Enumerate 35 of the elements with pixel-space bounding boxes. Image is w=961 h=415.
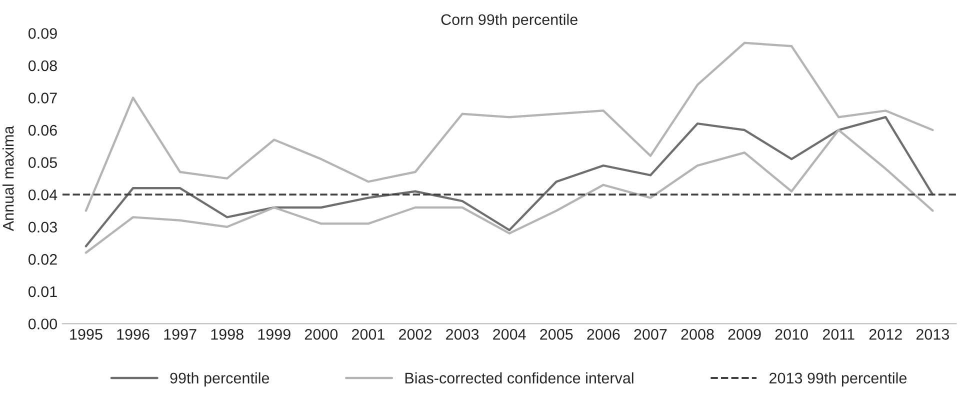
x-tick-label: 2010 xyxy=(775,328,808,340)
y-tick-label: 0.01 xyxy=(28,286,57,298)
y-tick-label: 0.08 xyxy=(28,60,57,72)
y-tick-label: 0.07 xyxy=(28,92,57,104)
x-tick-label: 2002 xyxy=(399,328,432,340)
chart-title: Corn 99th percentile xyxy=(441,14,578,28)
x-tick-label: 2011 xyxy=(822,328,854,340)
y-tick-label: 0.06 xyxy=(28,124,57,136)
legend-label: 99th percentile xyxy=(170,372,270,387)
x-tick-label: 2003 xyxy=(446,328,479,340)
y-tick-label: 0.00 xyxy=(28,318,58,330)
y-tick-label: 0.09 xyxy=(28,28,57,39)
x-tick-label: 2001 xyxy=(352,328,384,340)
y-axis-title: Annual maxima xyxy=(2,126,14,232)
y-tick-label: 0.02 xyxy=(28,254,57,265)
x-tick-label: 2012 xyxy=(869,328,902,340)
y-tick-label: 0.05 xyxy=(28,157,57,168)
x-tick-label: 1998 xyxy=(211,328,244,340)
x-tick-label: 2005 xyxy=(540,328,573,340)
y-tick-label: 0.04 xyxy=(28,189,58,200)
x-tick-label: 2006 xyxy=(587,328,620,340)
x-tick-label: 2007 xyxy=(634,328,667,340)
legend-label: Bias-corrected confidence interval xyxy=(405,372,634,384)
line-series xyxy=(84,42,934,212)
x-tick-label: 1995 xyxy=(70,328,102,340)
x-tick-label: 2009 xyxy=(728,328,761,340)
x-tick-label: 1996 xyxy=(117,328,150,340)
x-tick-label: 2000 xyxy=(304,328,338,340)
x-tick-label: 2013 xyxy=(916,328,949,340)
x-tick-label: 1997 xyxy=(164,328,196,340)
x-tick-label: 1999 xyxy=(258,328,290,340)
legend-label: 2013 99th percentile xyxy=(770,372,907,387)
x-tick-label: 2004 xyxy=(493,328,526,340)
y-tick-label: 0.03 xyxy=(28,222,57,233)
x-tick-label: 2008 xyxy=(681,328,714,340)
